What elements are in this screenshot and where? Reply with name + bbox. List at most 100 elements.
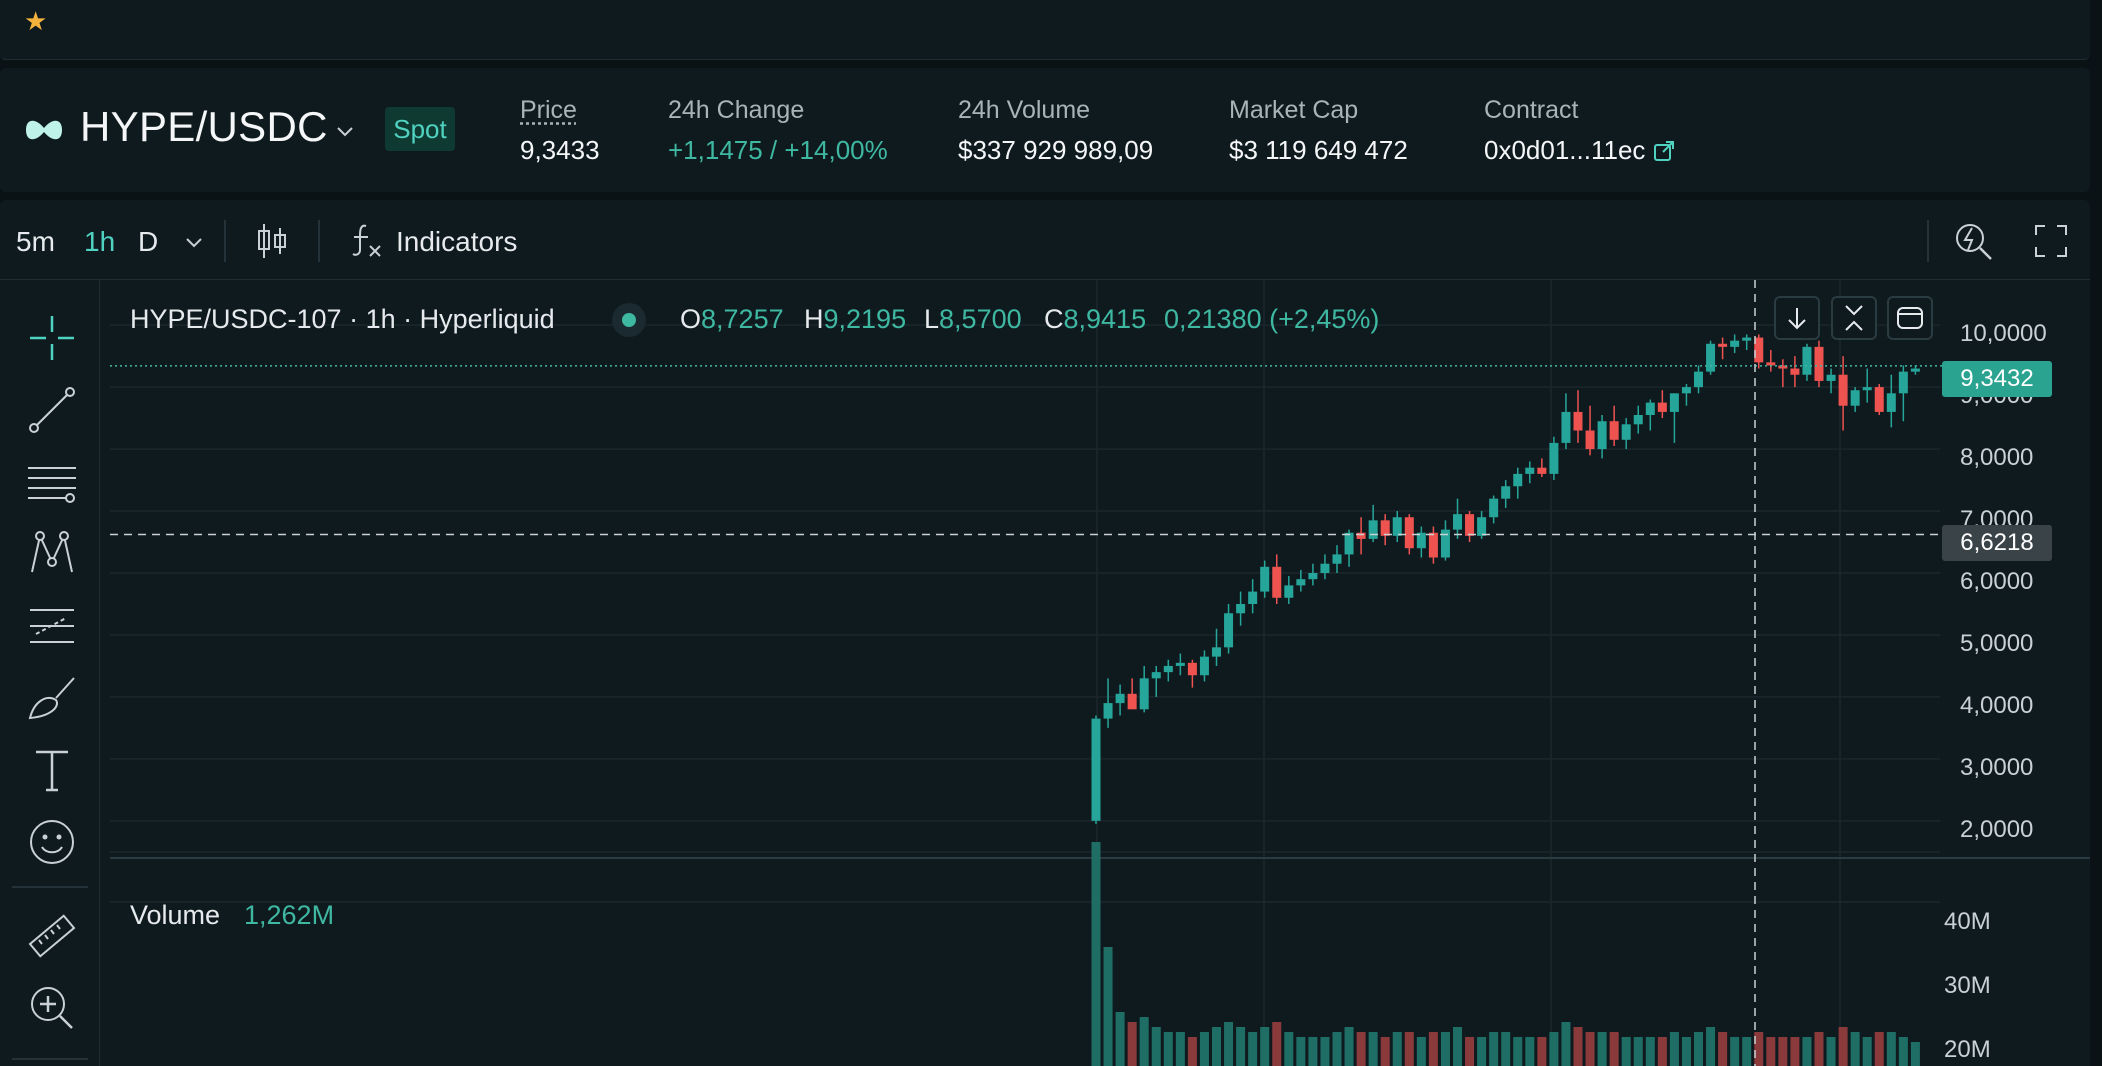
candle-body bbox=[1862, 387, 1872, 391]
volume-bar bbox=[1187, 1037, 1197, 1066]
candle-body bbox=[1187, 662, 1197, 676]
candle-body bbox=[1320, 563, 1330, 573]
brush-icon[interactable] bbox=[26, 672, 78, 724]
timeframe-1h[interactable]: 1h bbox=[84, 226, 116, 257]
reset-view-button[interactable] bbox=[1887, 296, 1933, 340]
external-link-icon[interactable] bbox=[1653, 140, 1675, 162]
volume-tick: 40M bbox=[1944, 908, 1991, 935]
candle-body bbox=[1248, 591, 1258, 604]
price-tick: 4,0000 bbox=[1960, 692, 2034, 719]
price-label[interactable]: Price bbox=[520, 96, 577, 124]
candle-body bbox=[1633, 415, 1643, 425]
volume-bar bbox=[1115, 1012, 1125, 1066]
top-bar: ★ bbox=[0, 0, 2090, 60]
candle-body bbox=[1766, 362, 1776, 366]
volume-bar bbox=[1392, 1032, 1402, 1066]
market-cap-label: Market Cap bbox=[1229, 96, 1359, 124]
candle-body bbox=[1344, 532, 1354, 555]
candle-type-icon[interactable] bbox=[256, 222, 288, 260]
toolbar-divider bbox=[318, 220, 320, 262]
zoom-in-icon[interactable] bbox=[26, 982, 78, 1034]
price-tick: 6,0000 bbox=[1960, 568, 2034, 595]
volume-bar bbox=[1585, 1032, 1595, 1066]
quick-search-icon[interactable] bbox=[1952, 220, 1994, 262]
volume-bar bbox=[1236, 1027, 1246, 1066]
candle-body bbox=[1874, 387, 1884, 412]
fib-levels-icon[interactable] bbox=[26, 600, 78, 652]
collapse-button[interactable] bbox=[1831, 296, 1877, 340]
chevron-down-icon[interactable] bbox=[334, 120, 356, 142]
toolbar-divider bbox=[224, 220, 226, 262]
price-tick: 8,0000 bbox=[1960, 444, 2034, 471]
candle-body bbox=[1199, 656, 1209, 676]
horizontal-lines-icon[interactable] bbox=[26, 456, 78, 508]
contract-value[interactable]: 0x0d01...11ec bbox=[1484, 135, 1646, 165]
volume-bar bbox=[1091, 842, 1101, 1066]
volume-bar bbox=[1754, 1032, 1764, 1066]
emoji-icon[interactable] bbox=[26, 816, 78, 868]
volume-bar bbox=[1657, 1037, 1667, 1066]
crosshair-icon[interactable] bbox=[26, 312, 78, 364]
ruler-icon[interactable] bbox=[26, 910, 78, 962]
volume-bar bbox=[1332, 1032, 1342, 1066]
volume-bar bbox=[1718, 1032, 1728, 1066]
candle-body bbox=[1549, 442, 1559, 474]
volume-bar bbox=[1814, 1032, 1824, 1066]
candle-body bbox=[1585, 430, 1595, 450]
candle-body bbox=[1332, 554, 1342, 564]
volume-tick: 30M bbox=[1944, 972, 1991, 999]
candle-body bbox=[1392, 517, 1402, 536]
volume-bar bbox=[1139, 1017, 1149, 1066]
ohlc-high-key: H bbox=[804, 304, 824, 334]
fx-indicators-icon[interactable] bbox=[348, 220, 388, 260]
volume-bar bbox=[1212, 1027, 1221, 1066]
ohlc-close-value: 8,9415 bbox=[1063, 304, 1147, 334]
candle-body bbox=[1681, 387, 1691, 394]
candle-body bbox=[1139, 678, 1149, 710]
volume-bar bbox=[1549, 1032, 1559, 1066]
ohlc-close: C8,9415 bbox=[1044, 304, 1146, 335]
volume-bar bbox=[1477, 1037, 1487, 1066]
candle-body bbox=[1513, 473, 1523, 487]
hyperliquid-logo-icon bbox=[26, 120, 62, 140]
indicators-button[interactable]: Indicators bbox=[396, 226, 518, 257]
chart-area[interactable]: HYPE/USDC-107 · 1h · Hyperliquid O8,7257… bbox=[110, 280, 2090, 1066]
volume-bar bbox=[1344, 1027, 1354, 1066]
timeframe-chevron-down-icon[interactable] bbox=[184, 232, 204, 252]
pair-selector[interactable]: HYPE/USDC bbox=[80, 103, 328, 150]
volume-bar bbox=[1597, 1032, 1607, 1066]
candle-body bbox=[1127, 693, 1137, 710]
volume-bar bbox=[1175, 1032, 1185, 1066]
candle-body bbox=[1814, 346, 1824, 381]
candle-body bbox=[1489, 498, 1499, 518]
candlestick-chart[interactable] bbox=[110, 280, 2090, 1066]
scroll-to-latest-button[interactable] bbox=[1774, 296, 1820, 340]
text-tool-icon[interactable] bbox=[26, 744, 78, 796]
volume-bar bbox=[1609, 1032, 1619, 1066]
candle-body bbox=[1838, 374, 1848, 406]
volume-bar bbox=[1573, 1027, 1583, 1066]
volume-legend-label: Volume bbox=[130, 900, 221, 930]
volume-bar bbox=[1730, 1037, 1740, 1066]
crosshair-price-tag: 6,6218 bbox=[1942, 525, 2052, 561]
volume-bar bbox=[1151, 1027, 1161, 1066]
volume-bar bbox=[1513, 1037, 1523, 1066]
timeframe-5m[interactable]: 5m bbox=[16, 226, 55, 257]
candle-body bbox=[1754, 337, 1764, 363]
candle-body bbox=[1826, 374, 1836, 381]
trend-line-icon[interactable] bbox=[26, 384, 78, 436]
market-cap-stat: Market Cap $3 119 649 472 bbox=[1229, 96, 1408, 166]
chart-toolbar: 5m 1h D Indicators bbox=[0, 200, 2090, 280]
candle-body bbox=[1151, 672, 1161, 679]
volume-bar bbox=[1465, 1037, 1475, 1066]
volume-bar bbox=[1224, 1022, 1234, 1066]
volume-bar bbox=[1766, 1037, 1776, 1066]
ohlc-open-key: O bbox=[680, 304, 702, 334]
timeframe-d[interactable]: D bbox=[138, 226, 159, 257]
star-icon[interactable]: ★ bbox=[24, 6, 48, 36]
pattern-icon[interactable] bbox=[26, 528, 78, 580]
fullscreen-icon[interactable] bbox=[2034, 224, 2068, 258]
candle-body bbox=[1706, 343, 1716, 372]
candle-body bbox=[1428, 532, 1438, 558]
candle-body bbox=[1404, 517, 1414, 549]
